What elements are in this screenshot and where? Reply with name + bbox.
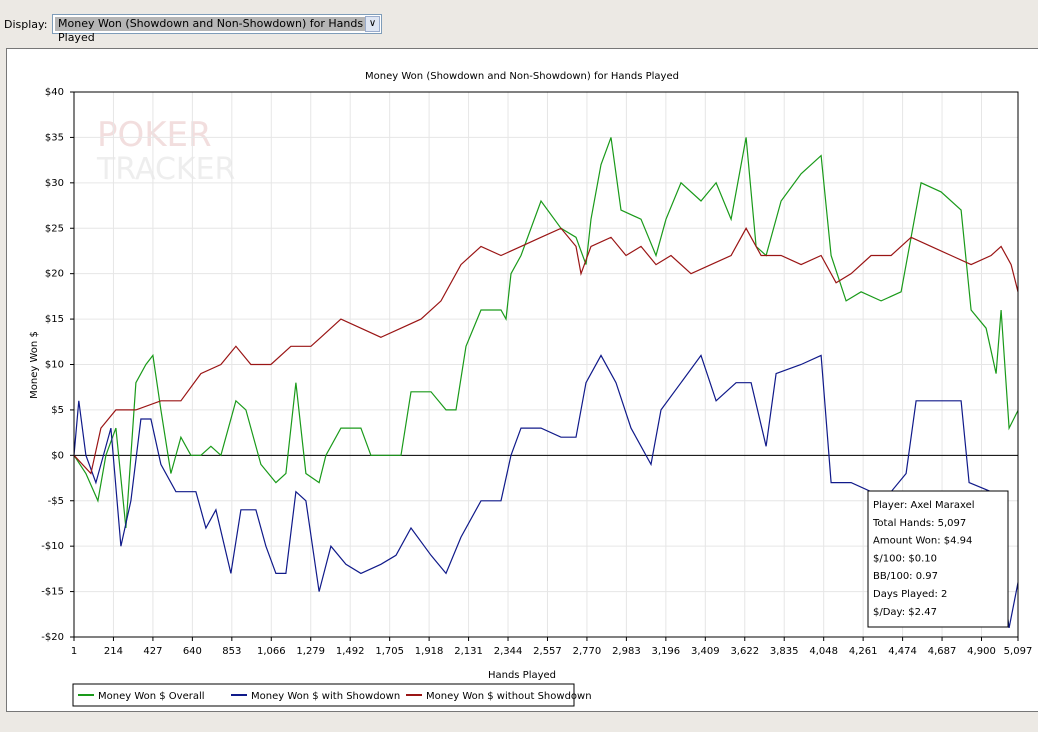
legend[interactable]: Money Won $ Overall Money Won $ with Show… <box>72 683 592 707</box>
x-tick-label: 3,409 <box>691 646 720 657</box>
x-tick-label: 1,705 <box>375 646 404 657</box>
x-tick-label: 4,474 <box>888 646 917 657</box>
x-tick-label: 2,770 <box>573 646 602 657</box>
x-tick-label: 427 <box>143 646 162 657</box>
y-tick-label: $40 <box>45 87 64 98</box>
tooltip-line: $/Day: $2.47 <box>873 607 937 618</box>
tooltip: Player: Axel Maraxel Total Hands: 5,097 Am… <box>867 490 1009 628</box>
x-tick-label: 214 <box>104 646 123 657</box>
legend-label-1: Money Won $ with Showdown <box>251 691 400 702</box>
y-tick-label: $35 <box>45 132 64 143</box>
y-tick-label: $0 <box>51 450 64 461</box>
x-tick-label: 4,048 <box>809 646 838 657</box>
chevron-down-icon[interactable]: ∨ <box>365 16 380 32</box>
chart: POKER TRACKER Money Won (Showdown and No… <box>29 71 1033 707</box>
y-tick-label: -$10 <box>41 541 64 552</box>
x-tick-label: 1 <box>71 646 77 657</box>
legend-label-0: Money Won $ Overall <box>98 691 205 702</box>
series-line-2 <box>73 227 1019 475</box>
x-tick-label: 3,196 <box>652 646 681 657</box>
watermark: POKER <box>97 115 212 155</box>
x-tick-label: 853 <box>222 646 241 657</box>
x-tick-label: 3,835 <box>770 646 799 657</box>
x-axis-label: Hands Played <box>488 670 556 681</box>
tooltip-line: Days Played: 2 <box>873 589 947 600</box>
toolbar: Display: Money Won (Showdown and Non-Sho… <box>0 0 1038 46</box>
x-tick-label: 1,918 <box>415 646 444 657</box>
tooltip-line: Amount Won: $4.94 <box>873 536 972 547</box>
x-tick-label: 640 <box>183 646 202 657</box>
chart-panel: POKER TRACKER Money Won (Showdown and No… <box>6 48 1038 712</box>
x-tick-label: 2,983 <box>612 646 641 657</box>
legend-label-2: Money Won $ without Showdown <box>426 691 592 702</box>
y-tick-label: $25 <box>45 223 64 234</box>
y-tick-label: -$20 <box>41 632 64 643</box>
y-tick-label: $10 <box>45 360 64 371</box>
series-line-1 <box>73 354 1019 629</box>
watermark-sub: TRACKER <box>96 152 235 187</box>
display-select[interactable]: Money Won (Showdown and Non-Showdown) fo… <box>52 14 382 44</box>
x-tick-label: 1,066 <box>257 646 286 657</box>
y-tick-label: $5 <box>51 405 64 416</box>
x-tick-label: 5,097 <box>1004 646 1033 657</box>
x-tick-label: 4,261 <box>849 646 878 657</box>
x-tick-label: 3,622 <box>730 646 759 657</box>
x-tick-label: 1,492 <box>336 646 365 657</box>
x-tick-label: 2,131 <box>454 646 483 657</box>
x-tick-label: 4,687 <box>928 646 957 657</box>
y-tick-label: $20 <box>45 269 64 280</box>
display-select-value: Money Won (Showdown and Non-Showdown) fo… <box>55 17 365 44</box>
y-tick-label: -$15 <box>41 587 64 598</box>
y-tick-label: $15 <box>45 314 64 325</box>
x-tick-label: 2,557 <box>533 646 562 657</box>
x-tick-label: 4,900 <box>967 646 996 657</box>
y-tick-label: -$5 <box>48 496 64 507</box>
display-label: Display: <box>4 18 48 31</box>
tooltip-line: Total Hands: 5,097 <box>872 518 966 529</box>
series-line-0 <box>73 137 1019 529</box>
y-axis-label: Money Won $ <box>29 331 40 399</box>
x-tick-label: 2,344 <box>494 646 523 657</box>
chart-title: Money Won (Showdown and Non-Showdown) fo… <box>365 71 679 82</box>
y-tick-label: $30 <box>45 178 64 189</box>
tooltip-line: $/100: $0.10 <box>873 553 937 564</box>
x-tick-label: 1,279 <box>296 646 325 657</box>
plot-frame <box>73 91 1019 638</box>
tooltip-line: BB/100: 0.97 <box>873 571 938 582</box>
tooltip-line: Player: Axel Maraxel <box>873 500 975 511</box>
